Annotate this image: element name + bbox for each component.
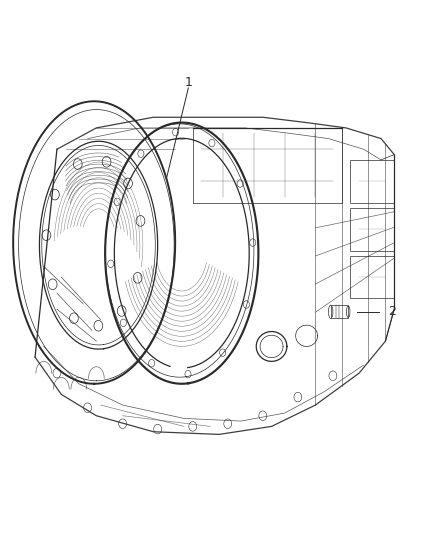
Bar bbox=[331, 305, 348, 319]
Bar bbox=[350, 160, 394, 203]
Text: 1: 1 bbox=[184, 76, 192, 89]
Bar bbox=[350, 208, 394, 251]
Text: 2: 2 bbox=[388, 305, 396, 318]
Bar bbox=[350, 256, 394, 298]
